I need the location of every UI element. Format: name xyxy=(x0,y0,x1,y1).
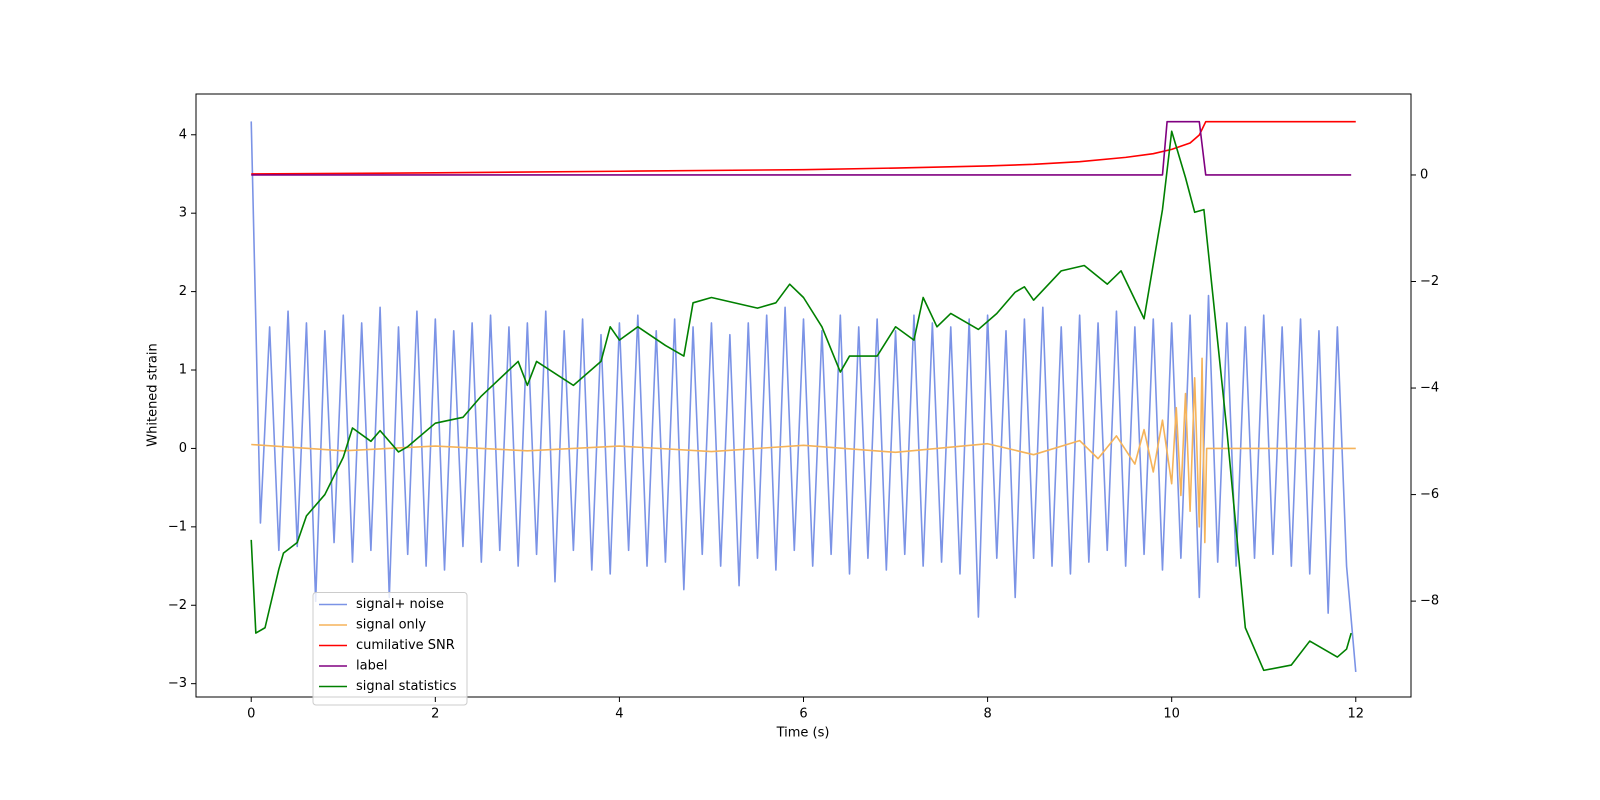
legend-label: signal+ noise xyxy=(356,597,444,612)
x-axis-label: Time (s) xyxy=(776,726,830,741)
series-line xyxy=(251,357,1356,544)
series-line xyxy=(250,121,1357,672)
series-line xyxy=(251,120,1356,175)
x-tick-label: 0 xyxy=(247,707,255,722)
x-tick-label: 2 xyxy=(431,707,439,722)
legend: signal+ noise signal only cumilative SNR la… xyxy=(312,592,468,706)
y-tick-label: −3 xyxy=(168,676,187,691)
x-tick-label: 8 xyxy=(983,707,991,722)
y2-tick-label: −8 xyxy=(1420,594,1439,609)
y-tick-label: 3 xyxy=(179,206,187,221)
plot-area xyxy=(250,120,1357,672)
y2-tick-label: −2 xyxy=(1420,274,1439,289)
x-tick-label: 12 xyxy=(1347,707,1364,722)
y2-tick-label: −4 xyxy=(1420,381,1439,396)
series-line xyxy=(250,130,1352,672)
y-tick-label: −2 xyxy=(168,598,187,613)
y2-tick-label: −6 xyxy=(1420,487,1439,502)
legend-label: signal statistics xyxy=(356,679,457,694)
x-tick-label: 4 xyxy=(615,707,623,722)
y-tick-label: 1 xyxy=(179,363,187,378)
y-tick-label: 4 xyxy=(179,127,187,142)
y2-tick-label: 0 xyxy=(1420,167,1428,182)
x-tick-label: 6 xyxy=(799,707,807,722)
y-axis-label: Whitened strain xyxy=(146,343,161,446)
legend-frame xyxy=(312,592,468,706)
legend-label: signal only xyxy=(356,618,426,633)
series-line xyxy=(251,120,1352,176)
y-tick-label: 2 xyxy=(179,284,187,299)
y-tick-label: −1 xyxy=(168,519,187,534)
legend-label: cumilative SNR xyxy=(356,638,455,653)
y-tick-label: 0 xyxy=(179,441,187,456)
legend-label: label xyxy=(356,659,387,674)
x-tick-label: 10 xyxy=(1163,707,1180,722)
